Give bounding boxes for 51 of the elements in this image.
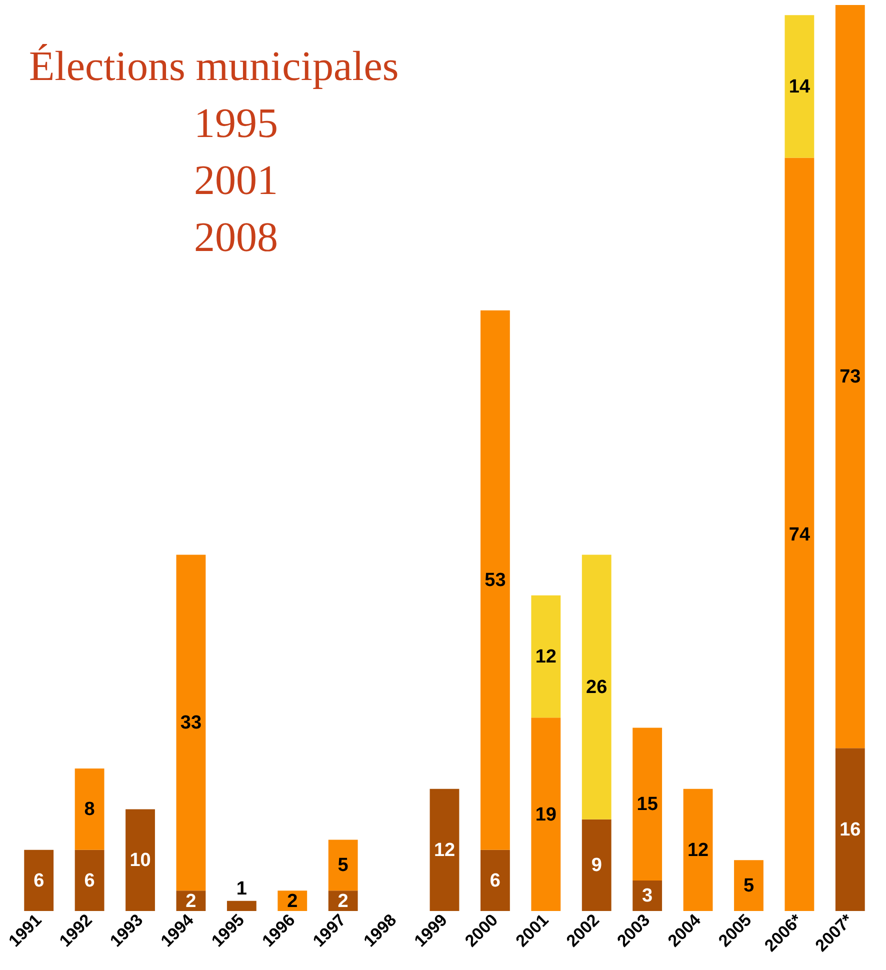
data-label: 10 — [130, 850, 151, 872]
bar — [784, 158, 814, 911]
bar — [835, 748, 865, 911]
data-label: 5 — [338, 855, 349, 876]
data-label: 74 — [788, 524, 810, 546]
data-label: 2 — [186, 890, 196, 912]
data-label: 12 — [434, 840, 456, 861]
bar — [734, 860, 764, 911]
bar — [74, 850, 104, 911]
data-label: 9 — [591, 855, 602, 876]
data-label: 8 — [84, 799, 95, 820]
data-label: 53 — [484, 570, 506, 592]
bar — [531, 595, 561, 718]
bar — [582, 819, 612, 911]
annotation: Élections municipales — [29, 43, 399, 90]
bar — [176, 554, 206, 891]
data-label: 12 — [687, 840, 709, 861]
data-label: 3 — [642, 886, 653, 907]
data-label: 6 — [84, 870, 95, 892]
bar — [74, 768, 104, 850]
data-label: 6 — [490, 870, 500, 892]
data-label: 26 — [586, 677, 608, 698]
data-label: 2 — [287, 890, 298, 912]
bar — [835, 5, 865, 748]
data-label: 14 — [788, 76, 810, 98]
data-label: 6 — [34, 870, 44, 892]
bar — [328, 840, 358, 891]
bar — [226, 900, 256, 911]
annotation: 2008 — [194, 215, 278, 261]
bar — [632, 728, 662, 880]
data-label: 73 — [840, 366, 861, 388]
data-label: 2 — [338, 890, 348, 912]
bar — [126, 809, 155, 911]
data-label: 5 — [743, 876, 754, 897]
bar — [430, 788, 460, 911]
bar — [480, 850, 510, 911]
bar — [632, 880, 662, 911]
data-label: 15 — [636, 794, 658, 816]
data-label: 12 — [535, 646, 556, 668]
data-label: 19 — [535, 804, 556, 826]
data-label: 1 — [236, 878, 248, 900]
annotation: 2001 — [194, 158, 278, 204]
annotation: 1995 — [194, 101, 278, 147]
data-label: 16 — [840, 820, 861, 841]
bar — [582, 554, 612, 820]
bar — [784, 15, 814, 158]
data-label: 33 — [180, 712, 202, 734]
bar — [683, 788, 713, 911]
bar — [480, 310, 510, 850]
bar — [531, 718, 561, 911]
bar — [24, 850, 54, 911]
